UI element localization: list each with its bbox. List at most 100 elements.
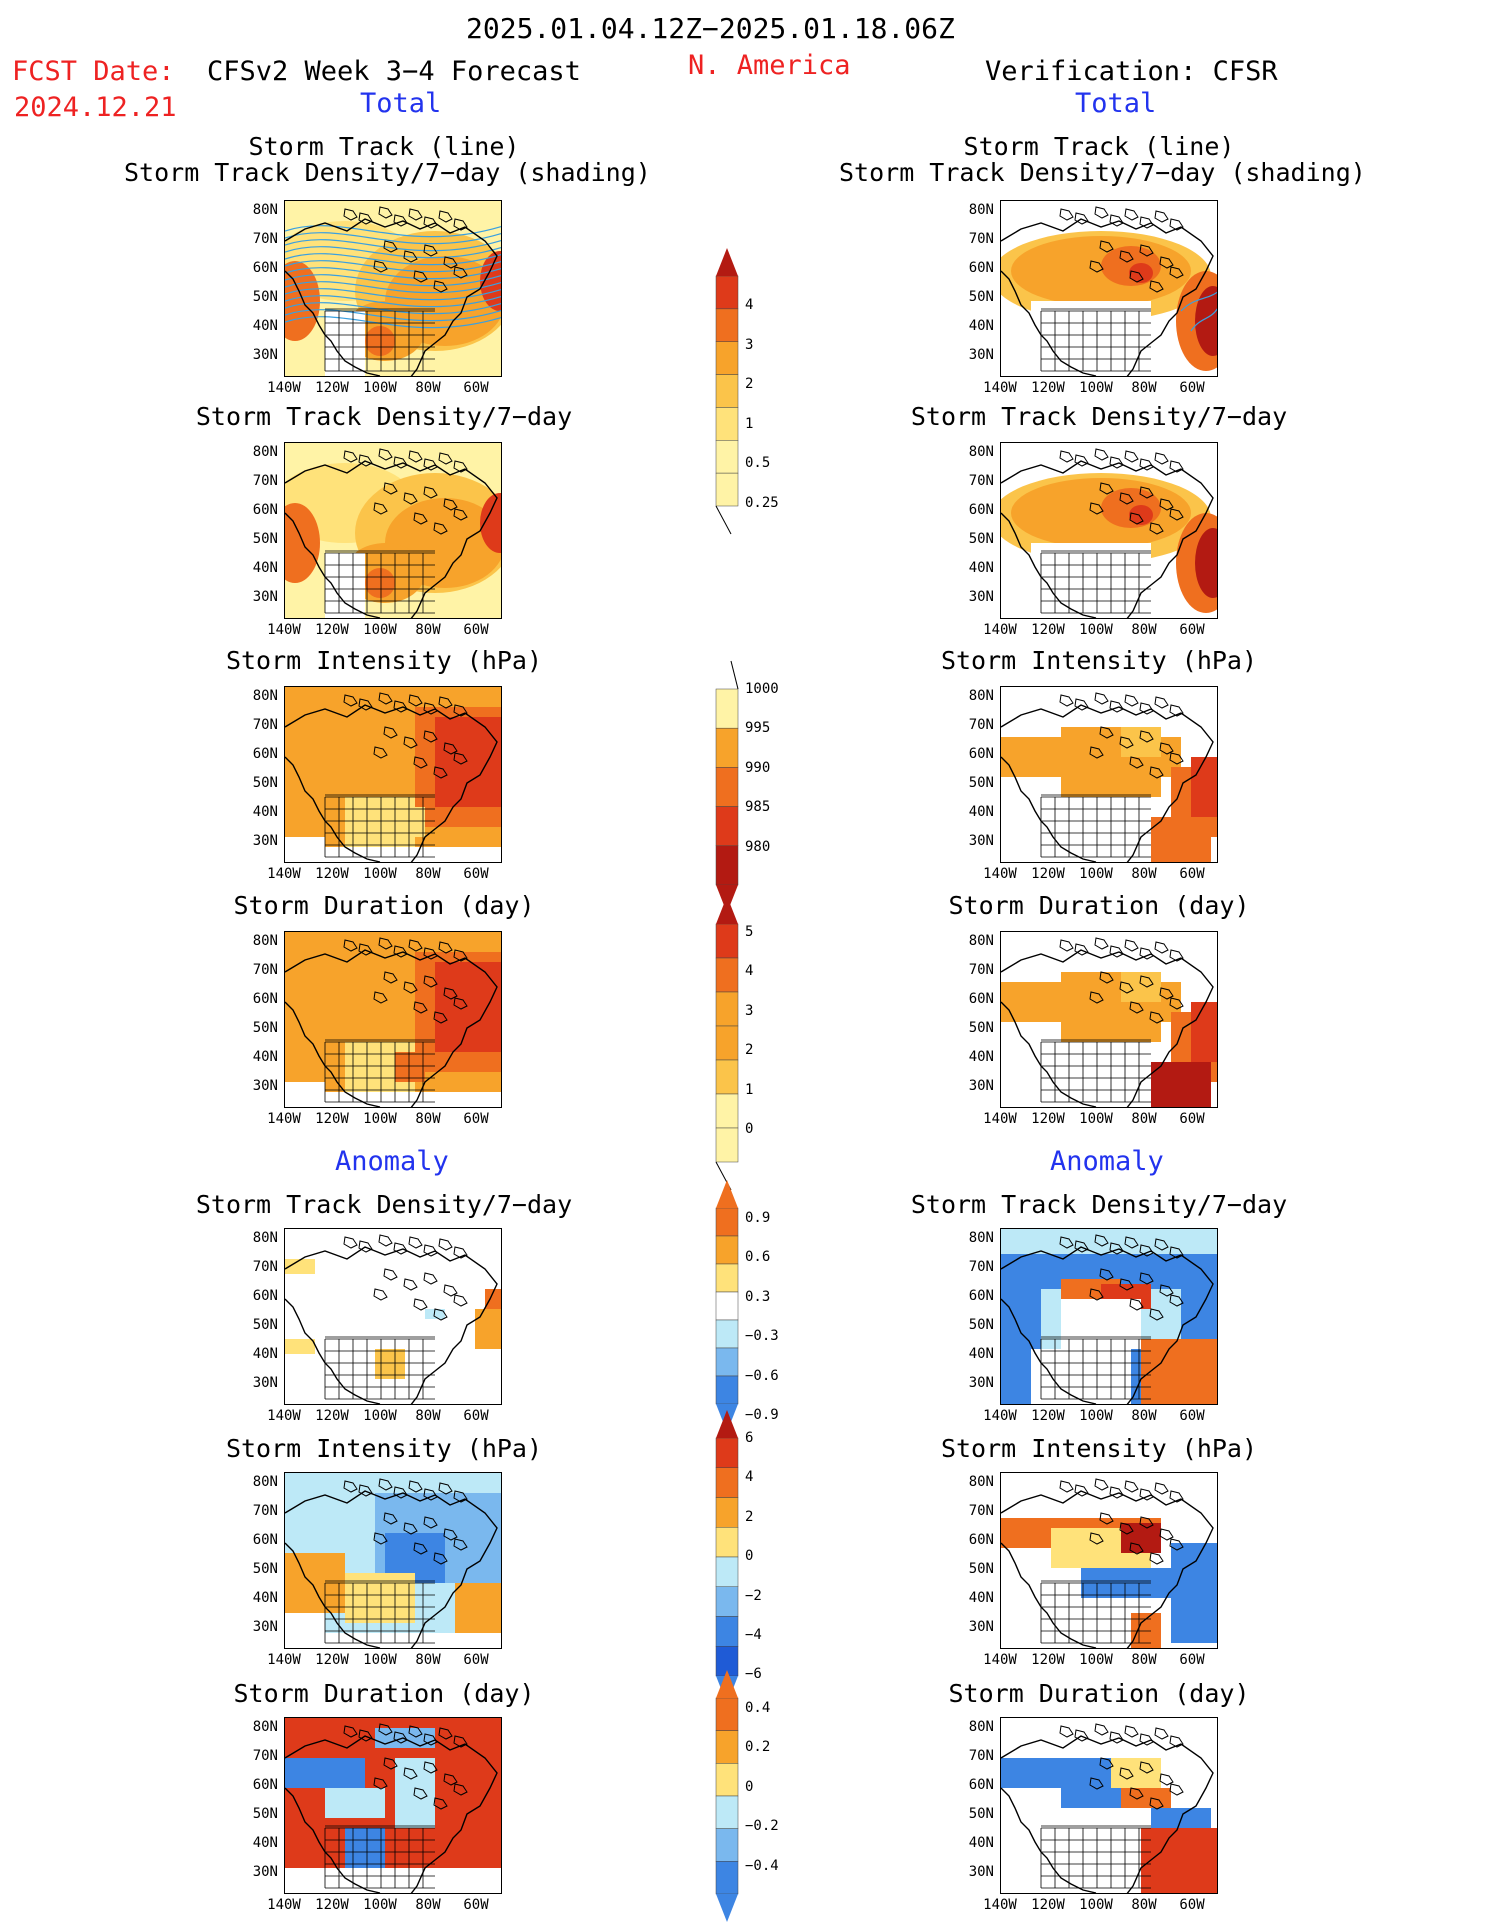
lat-tick-label: 60N: [252, 746, 278, 762]
colorbar-tick-label: 0: [745, 1121, 754, 1137]
lon-tick-label: 140W: [983, 622, 1017, 638]
lon-tick-label: 120W: [315, 380, 349, 396]
colorbar-tick-label: 0.5: [745, 455, 771, 471]
lon-tick-label: 100W: [363, 1408, 397, 1424]
colorbar-tick-label: 0.9: [745, 1210, 771, 1226]
lat-tick-label: 30N: [968, 1375, 994, 1391]
lon-tick-label: 100W: [1079, 622, 1113, 638]
colorbar-tick-label: −0.6: [745, 1367, 779, 1384]
colorbar-tick-label: 4: [745, 297, 754, 313]
lat-tick-label: 30N: [252, 1375, 278, 1391]
left-column-title: CFSv2 Week 3−4 Forecast: [207, 56, 581, 87]
lon-tick-label: 80W: [1131, 380, 1157, 396]
lat-tick-label: 70N: [252, 1259, 278, 1275]
lat-tick-label: 60N: [968, 1288, 994, 1304]
lat-tick-label: 40N: [968, 1590, 994, 1606]
colorbar-tick-label: 3: [745, 1002, 754, 1019]
colorbar-tick-label: 0.3: [745, 1288, 771, 1305]
colorbar-tick-label: 2: [745, 1042, 754, 1059]
lon-tick-label: 100W: [363, 1111, 397, 1127]
lat-tick-label: 40N: [968, 560, 994, 576]
colorbar-tick-label: 990: [745, 759, 771, 776]
lon-tick-label: 100W: [1079, 866, 1113, 882]
lon-tick-label: 100W: [1079, 1111, 1113, 1127]
colorbar-tick-label: 1000: [745, 681, 779, 697]
lat-tick-label: 50N: [252, 531, 278, 547]
colorbar-tick-label: 0.6: [745, 1249, 771, 1266]
lat-tick-label: 70N: [968, 473, 994, 489]
fcst-date-label: FCST Date:: [12, 56, 175, 87]
lon-tick-label: 120W: [1031, 622, 1065, 638]
lon-tick-label: 140W: [983, 866, 1017, 882]
lon-tick-label: 60W: [463, 380, 489, 396]
title-intensity-anom-left: Storm Intensity (hPa): [225, 1434, 543, 1463]
colorbar-tick-label: −0.4: [745, 1857, 779, 1874]
lon-tick-label: 120W: [315, 1111, 349, 1127]
map-panel-forecast-1: [284, 200, 502, 377]
lon-tick-label: 60W: [463, 866, 489, 882]
colorbar-intensity-anomaly: [715, 1410, 739, 1704]
lon-tick-label: 140W: [267, 1408, 301, 1424]
lat-tick-label: 80N: [968, 202, 994, 218]
map-panel-forecast-3: [284, 686, 502, 863]
lon-tick-label: 80W: [415, 866, 441, 882]
lon-tick-label: 60W: [1179, 1897, 1205, 1913]
lat-tick-label: 60N: [968, 991, 994, 1007]
lon-tick-label: 140W: [267, 866, 301, 882]
left-total-label: Total: [360, 88, 442, 119]
lat-tick-label: 70N: [252, 1748, 278, 1764]
lat-tick-label: 70N: [968, 1748, 994, 1764]
colorbar-tick-label: 4: [745, 1469, 754, 1486]
colorbar-density-total: [715, 248, 739, 535]
lat-tick-label: 80N: [252, 444, 278, 460]
lat-tick-label: 60N: [252, 502, 278, 518]
lon-tick-label: 100W: [363, 1652, 397, 1668]
lon-tick-label: 80W: [415, 1652, 441, 1668]
lat-tick-label: 80N: [252, 1719, 278, 1735]
colorbar-duration-total: [715, 896, 739, 1191]
lon-tick-label: 60W: [463, 1652, 489, 1668]
lat-tick-label: 50N: [252, 1317, 278, 1333]
colorbar-tick-label: 985: [745, 799, 771, 816]
lon-tick-label: 140W: [267, 1111, 301, 1127]
colorbar-tick-label: 5: [745, 924, 754, 940]
lat-tick-label: 30N: [252, 1078, 278, 1094]
lat-tick-label: 80N: [252, 1474, 278, 1490]
right-column-title: Verification: CFSR: [985, 56, 1278, 87]
map-panel-forecast-5: [284, 1228, 502, 1405]
colorbar-tick-label: 4: [745, 963, 754, 980]
map-panel-forecast-6: [284, 1472, 502, 1649]
lon-tick-label: 100W: [1079, 1897, 1113, 1913]
region-label: N. America: [688, 50, 851, 81]
map-panel-forecast-4: [284, 931, 502, 1108]
lon-tick-label: 80W: [415, 1897, 441, 1913]
map-panel-forecast-7: [284, 1717, 502, 1894]
title-density-anom-right: Storm Track Density/7−day: [910, 1190, 1288, 1219]
date-range-title: 2025.01.04.12Z−2025.01.18.06Z: [466, 12, 955, 45]
right-anomaly-label: Anomaly: [1050, 1146, 1164, 1177]
lat-tick-label: 30N: [252, 1864, 278, 1880]
lat-tick-label: 70N: [968, 1259, 994, 1275]
lat-tick-label: 30N: [968, 1619, 994, 1635]
lat-tick-label: 30N: [968, 833, 994, 849]
lon-tick-label: 140W: [267, 622, 301, 638]
lat-tick-label: 60N: [968, 1532, 994, 1548]
lon-tick-label: 80W: [415, 380, 441, 396]
lat-tick-label: 50N: [252, 1806, 278, 1822]
lat-tick-label: 50N: [252, 775, 278, 791]
colorbar-tick-label: 0.2: [745, 1739, 771, 1756]
lon-tick-label: 60W: [1179, 622, 1205, 638]
lat-tick-label: 50N: [252, 1561, 278, 1577]
title-density-anom-left: Storm Track Density/7−day: [195, 1190, 573, 1219]
lat-tick-label: 30N: [968, 347, 994, 363]
colorbar-tick-label: −0.9: [745, 1407, 779, 1423]
lon-tick-label: 60W: [1179, 866, 1205, 882]
lon-tick-label: 80W: [415, 1408, 441, 1424]
title-track-shading-right: Storm Track Density/7−day (shading): [839, 158, 1366, 187]
lon-tick-label: 140W: [983, 1408, 1017, 1424]
map-panel-forecast-2: [284, 442, 502, 619]
colorbar-tick-label: 2: [745, 376, 754, 392]
lat-tick-label: 80N: [968, 1230, 994, 1246]
lat-tick-label: 70N: [968, 231, 994, 247]
lon-tick-label: 120W: [1031, 380, 1065, 396]
